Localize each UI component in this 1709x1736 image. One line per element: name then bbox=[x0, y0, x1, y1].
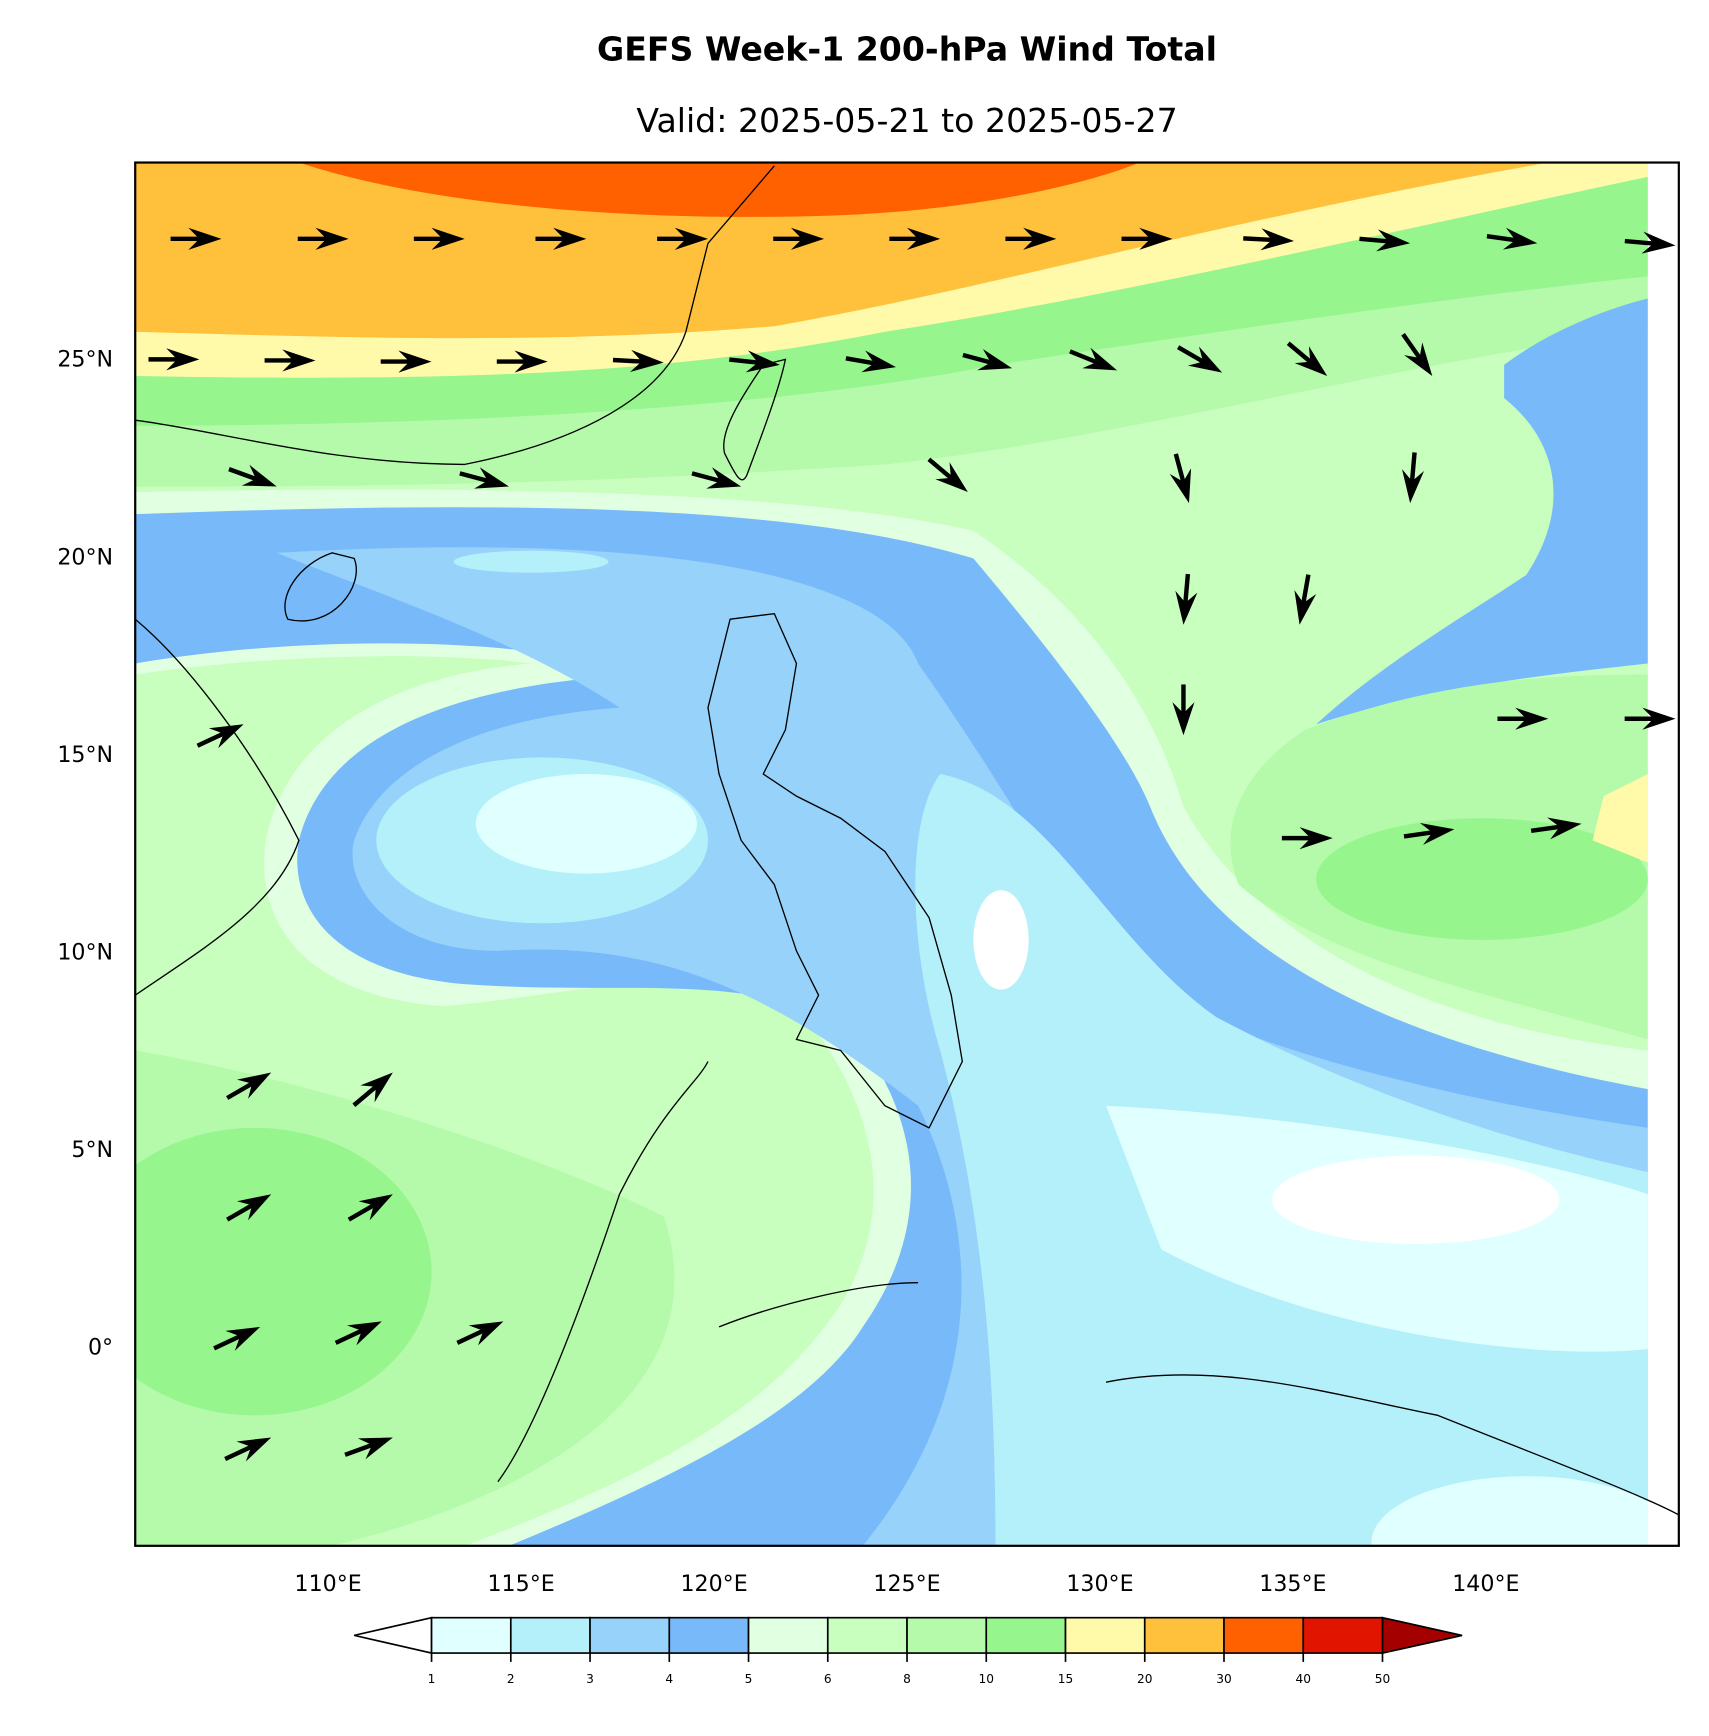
no-data bbox=[1647, 162, 1679, 1546]
colorbar-tick-label: 40 bbox=[1296, 1672, 1311, 1686]
colorbar-tick-label: 50 bbox=[1375, 1672, 1390, 1686]
colorbar-box bbox=[1064, 1616, 1146, 1654]
map-frame bbox=[134, 161, 1680, 1547]
shading bbox=[1316, 818, 1648, 940]
colorbar-tick-label: 10 bbox=[979, 1672, 994, 1686]
coastline bbox=[135, 165, 1679, 1516]
x-tick-label: 115°E bbox=[488, 1571, 555, 1597]
colorbar-tick-label: 4 bbox=[665, 1672, 673, 1686]
shading bbox=[1371, 1476, 1679, 1546]
colorbar-box bbox=[1143, 1616, 1225, 1654]
colorbar-box bbox=[589, 1616, 671, 1654]
x-tick-label: 120°E bbox=[680, 1571, 747, 1597]
x-tick-label: 125°E bbox=[873, 1571, 940, 1597]
shading bbox=[135, 1127, 432, 1416]
colorbar-box bbox=[430, 1616, 512, 1654]
colorbar-box bbox=[1223, 1616, 1305, 1654]
colorbar-tick-label: 30 bbox=[1216, 1672, 1231, 1686]
shading bbox=[453, 550, 609, 573]
colorbar-tick-label: 6 bbox=[824, 1672, 832, 1686]
y-tick-label: 20°N bbox=[57, 544, 113, 570]
x-tick-label: 135°E bbox=[1259, 1571, 1326, 1597]
colorbar-tick-label: 3 bbox=[586, 1672, 594, 1686]
colorbar-tick-label: 8 bbox=[903, 1672, 911, 1686]
x-tick-label: 130°E bbox=[1066, 1571, 1133, 1597]
colorbar-box bbox=[985, 1616, 1067, 1654]
shading bbox=[1271, 1155, 1560, 1244]
chart-title: GEFS Week-1 200-hPa Wind Total bbox=[597, 29, 1217, 68]
shading bbox=[475, 774, 697, 874]
colorbar-box bbox=[906, 1616, 988, 1654]
colorbar-tick-label: 1 bbox=[428, 1672, 436, 1686]
x-tick-label: 110°E bbox=[295, 1571, 362, 1597]
chart-subtitle: Valid: 2025-05-21 to 2025-05-27 bbox=[636, 101, 1177, 140]
colorbar-tick-label: 20 bbox=[1137, 1672, 1152, 1686]
shading bbox=[135, 162, 1549, 339]
colorbar-under bbox=[353, 1616, 433, 1655]
shading bbox=[298, 162, 1140, 217]
coastline bbox=[723, 358, 787, 481]
x-tick-label: 140°E bbox=[1452, 1571, 1519, 1597]
shading bbox=[1592, 774, 1648, 863]
y-tick-label: 15°N bbox=[57, 742, 113, 768]
colorbar-tick-label: 15 bbox=[1058, 1672, 1073, 1686]
colorbar-tick-label: 5 bbox=[745, 1672, 753, 1686]
colorbar-box bbox=[1302, 1616, 1384, 1654]
y-tick-label: 0° bbox=[88, 1335, 113, 1361]
colorbar-over bbox=[1381, 1616, 1463, 1655]
colorbar-box bbox=[826, 1616, 908, 1654]
colorbar-box bbox=[668, 1616, 750, 1654]
colorbar-box bbox=[509, 1616, 591, 1654]
shading bbox=[973, 890, 1029, 990]
y-tick-label: 25°N bbox=[57, 347, 113, 373]
shading bbox=[1316, 298, 1648, 725]
wind-field bbox=[135, 162, 1679, 1546]
y-tick-label: 10°N bbox=[57, 939, 113, 965]
coastline bbox=[707, 612, 963, 1129]
colorbar-tick-label: 2 bbox=[507, 1672, 515, 1686]
colorbar-box bbox=[747, 1616, 829, 1654]
y-tick-label: 5°N bbox=[71, 1137, 113, 1163]
